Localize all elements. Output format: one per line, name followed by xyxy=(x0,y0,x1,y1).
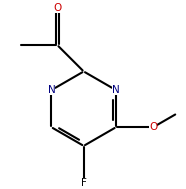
Text: O: O xyxy=(53,3,62,13)
Text: N: N xyxy=(112,85,120,95)
Text: N: N xyxy=(48,85,55,95)
Text: O: O xyxy=(149,122,157,132)
Text: F: F xyxy=(81,178,87,188)
